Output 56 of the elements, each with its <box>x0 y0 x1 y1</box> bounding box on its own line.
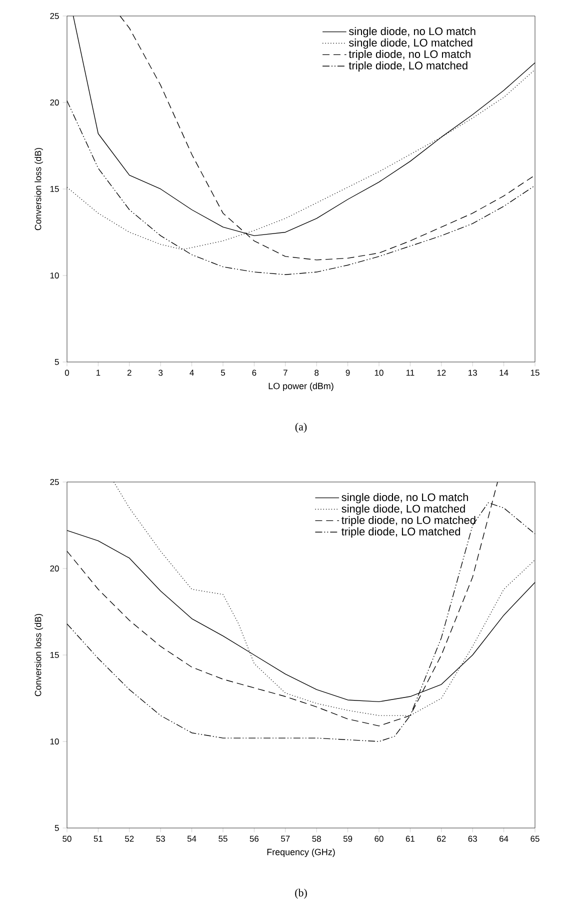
y-axis-title: Conversion loss (dB) <box>34 614 43 696</box>
x-tick-label: 51 <box>94 836 102 842</box>
legend-label: triple diode, LO matched <box>342 527 460 538</box>
x-tick-label: 59 <box>343 836 352 842</box>
legend-label: single diode, no LO match <box>342 493 468 504</box>
x-tick-label: 56 <box>250 836 259 842</box>
y-tick-label: 10 <box>50 272 59 278</box>
legend-label: single diode, LO matched <box>342 504 465 515</box>
x-tick-label: 50 <box>62 836 72 842</box>
x-tick-label: 9 <box>346 370 350 376</box>
x-tick-label: 14 <box>500 370 508 376</box>
y-tick-label: 15 <box>50 652 59 658</box>
x-tick-label: 52 <box>125 836 134 842</box>
x-tick-label: 57 <box>281 836 290 842</box>
y-tick-label: 5 <box>54 359 59 365</box>
x-tick-label: 63 <box>468 836 477 842</box>
y-tick-label: 25 <box>50 479 59 485</box>
x-tick-label: 4 <box>190 370 194 376</box>
x-tick-label: 15 <box>530 370 540 376</box>
x-tick-label: 2 <box>127 370 132 376</box>
x-tick-label: 5 <box>220 370 226 376</box>
text: (a) <box>295 422 307 433</box>
x-tick-label: 53 <box>156 836 165 842</box>
x-tick-label: 55 <box>218 836 228 842</box>
x-tick-label: 7 <box>283 370 288 376</box>
y-tick-label: 5 <box>54 825 59 831</box>
text: (b) <box>295 888 307 899</box>
legend-label: single diode, no LO match <box>348 27 476 38</box>
x-tick-label: 8 <box>314 370 319 376</box>
x-tick-label: 65 <box>530 836 540 842</box>
legend-label: triple diode, no LO match <box>348 50 470 60</box>
y-tick-label: 20 <box>50 566 59 572</box>
x-tick-label: 61 <box>406 836 414 842</box>
x-tick-label: 3 <box>158 370 163 376</box>
x-tick-label: 1 <box>96 370 100 376</box>
x-tick-label: 58 <box>312 836 321 842</box>
x-axis-title: LO power (dBm) <box>268 382 334 391</box>
legend-label: triple diode, LO matched <box>348 61 468 72</box>
x-axis-title: Frequency (GHz) <box>267 848 335 857</box>
x-tick-label: 54 <box>187 836 196 842</box>
x-tick-label: 64 <box>500 836 508 842</box>
x-tick-label: 13 <box>468 370 477 376</box>
x-tick-label: 11 <box>406 370 414 376</box>
y-tick-label: 15 <box>50 186 59 192</box>
x-tick-label: 0 <box>64 370 70 376</box>
legend-label: triple diode, no LO matched <box>342 516 476 526</box>
x-tick-label: 12 <box>437 370 446 376</box>
y-axis-title: Conversion loss (dB) <box>34 148 43 230</box>
x-tick-label: 6 <box>252 370 256 376</box>
legend-label: single diode, LO matched <box>348 38 472 49</box>
x-tick-label: 62 <box>437 836 446 842</box>
y-tick-label: 10 <box>50 738 59 744</box>
x-tick-label: 60 <box>374 836 384 842</box>
x-tick-label: 10 <box>374 370 384 376</box>
y-tick-label: 25 <box>50 13 59 19</box>
y-tick-label: 20 <box>50 100 59 106</box>
